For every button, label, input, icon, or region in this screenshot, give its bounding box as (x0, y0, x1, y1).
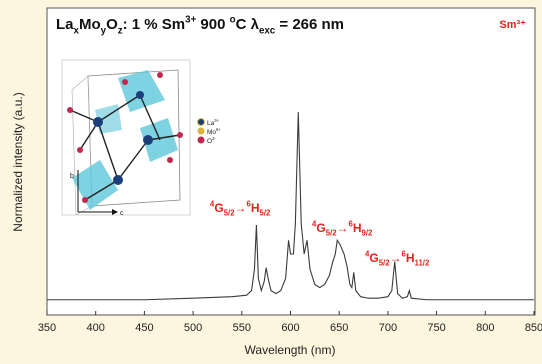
transition-label-part: 5/2 (224, 209, 236, 218)
transition-label-part: 9/2 (362, 229, 374, 238)
x-tick-label: 700 (379, 322, 397, 334)
chart-title-part: 900 (196, 16, 229, 33)
crystal-inset (62, 60, 205, 215)
transition-label-part: 5/2 (260, 209, 272, 218)
y-axis-label: Normalized intensity (a.u.) (11, 92, 25, 231)
x-tick-label: 800 (476, 322, 494, 334)
x-tick-label: 850 (525, 322, 542, 334)
transition-label-part: → (235, 201, 247, 215)
x-axis-label: Wavelength (nm) (245, 343, 336, 357)
inset-legend-label-part: Mo (207, 129, 216, 136)
chart-title-part: Mo (79, 16, 101, 33)
chart-title-part: La (56, 16, 74, 33)
x-tick-label: 550 (233, 322, 251, 334)
chart: LaxMoyOz: 1 % Sm3+ 900 oC λexc = 266 nmS… (0, 0, 542, 364)
inset-legend-label-part: 3+ (214, 118, 219, 123)
inset-legend-label-part: 6+ (216, 127, 221, 132)
transition-label-part: G (369, 251, 378, 265)
transition-label-part: H (406, 251, 415, 265)
transition-label-part: H (353, 221, 362, 235)
transition-label-part: → (390, 251, 402, 265)
chart-title-part: O (106, 16, 118, 33)
transition-label-part: 5/2 (379, 259, 391, 268)
x-tick-label: 750 (427, 322, 445, 334)
chart-title-part: C λ (236, 16, 260, 33)
inset-legend-label-part: 2- (212, 136, 216, 141)
transition-label-part: G (316, 221, 325, 235)
x-tick-label: 350 (38, 322, 56, 334)
transition-label-part: 11/2 (415, 259, 430, 268)
chart-title-part: : 1 % Sm (123, 16, 186, 33)
inset-axis-label: c (120, 210, 124, 217)
chart-title-part: exc (259, 26, 276, 37)
chart-title-part: = 266 nm (275, 16, 344, 33)
inset-axis-label: b (70, 173, 74, 180)
x-tick-label: 450 (135, 322, 153, 334)
transition-label-part: → (337, 221, 349, 235)
ion-label: Sm³⁺ (499, 19, 526, 31)
transition-label-part: 5/2 (326, 229, 338, 238)
transition-label-part: H (251, 201, 260, 215)
transition-label-part: G (214, 201, 223, 215)
x-tick-label: 500 (184, 322, 202, 334)
chart-title-part: 3+ (185, 14, 196, 25)
x-tick-label: 600 (281, 322, 299, 334)
x-tick-label: 650 (330, 322, 348, 334)
x-tick-label: 400 (87, 322, 105, 334)
